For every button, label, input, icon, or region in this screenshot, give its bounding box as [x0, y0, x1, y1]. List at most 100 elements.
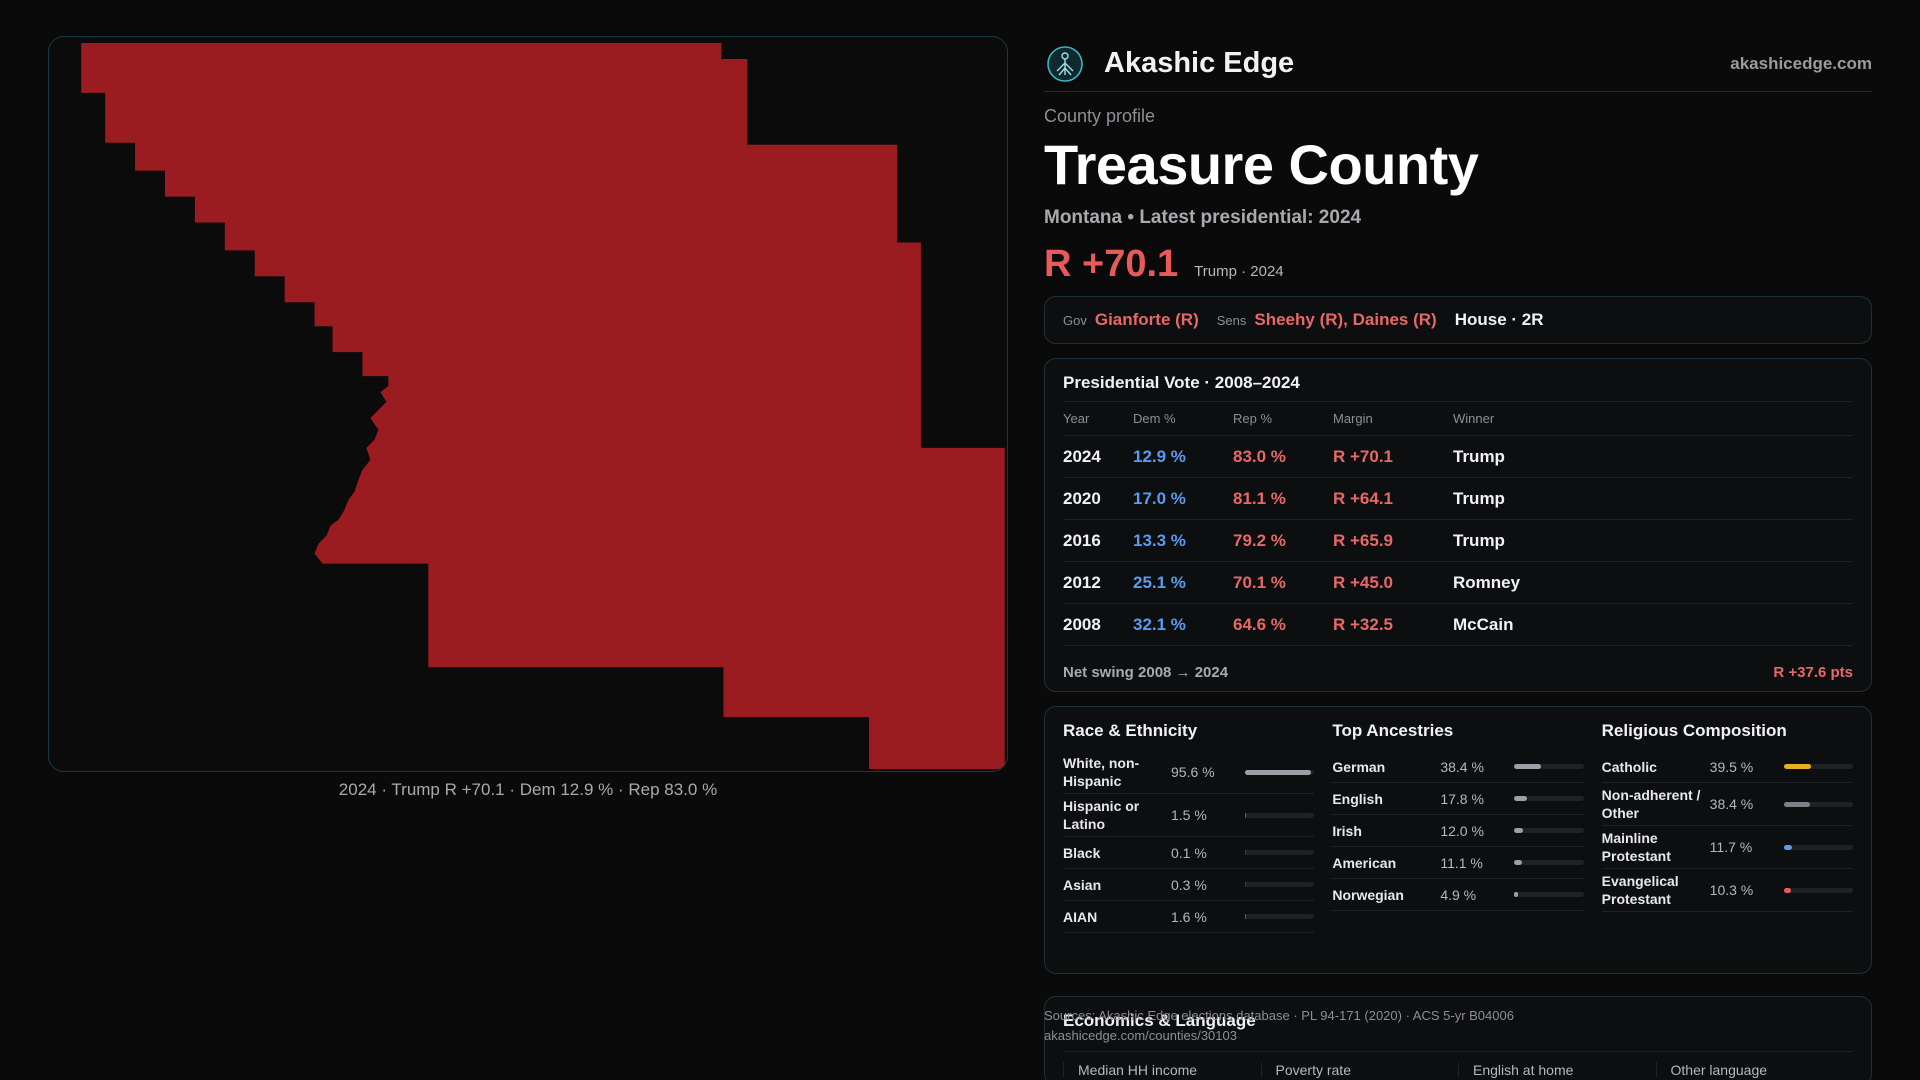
list-item: Asian 0.3 % — [1063, 869, 1315, 901]
item-bar-fill — [1783, 764, 1812, 769]
list-item: AIAN 1.6 % — [1063, 901, 1315, 933]
table-row: 2024 12.9 % 83.0 % R +70.1 Trump — [1063, 435, 1853, 478]
brand-name[interactable]: Akashic Edge — [1104, 47, 1295, 79]
tree-of-life-icon[interactable] — [1046, 45, 1084, 83]
swing-value: R +37.6 pts — [1773, 664, 1853, 681]
item-value: 39.5 % — [1709, 758, 1754, 775]
table-row: 2020 17.0 % 81.1 % R +64.1 Trump — [1063, 477, 1853, 520]
item-bar-fill — [1245, 769, 1312, 775]
item-label: Hispanic or Latino — [1063, 798, 1140, 832]
gov-value: Gianforte (R) — [1094, 310, 1199, 329]
econ-col-poverty: Poverty rate — [1260, 1062, 1459, 1078]
item-value: 11.7 % — [1709, 839, 1753, 855]
net-swing: Net swing 2008 → 2024 R +37.6 pts — [1063, 664, 1853, 681]
list-item: Norwegian 4.9 % — [1332, 879, 1584, 911]
item-bar-fill — [1245, 882, 1247, 887]
table-row: 2012 25.1 % 70.1 % R +45.0 Romney — [1063, 561, 1853, 604]
item-bar-fill — [1245, 850, 1247, 855]
cell-rep: 70.1 % — [1233, 561, 1333, 604]
cell-margin: R +32.5 — [1333, 603, 1453, 646]
list-item: American 11.1 % — [1332, 847, 1584, 879]
county-map — [48, 36, 1008, 772]
item-label: AIAN — [1063, 908, 1098, 925]
cell-dem: 12.9 % — [1133, 435, 1233, 478]
item-value: 12.0 % — [1440, 822, 1484, 839]
item-label: Black — [1063, 844, 1101, 861]
item-bar-fill — [1783, 844, 1792, 850]
item-bar — [1514, 828, 1584, 833]
county-shape — [55, 42, 1005, 770]
econ-col-english: English at home — [1458, 1062, 1656, 1078]
list-item: Mainline Protestant 11.7 % — [1601, 826, 1853, 869]
cell-year: 2008 — [1063, 603, 1133, 646]
cell-year: 2020 — [1063, 477, 1133, 520]
ancestry-list: German 38.4 % English 17.8 % Irish 12.0 % Amer… — [1332, 751, 1584, 911]
officials-bar: Gov Gianforte (R) Sens Sheehy (R), Daine… — [1044, 296, 1872, 344]
cell-margin: R +64.1 — [1333, 477, 1453, 520]
religion-column: Religious Composition Catholic 39.5 % Non-… — [1601, 721, 1853, 973]
table-row: 2008 32.1 % 64.6 % R +32.5 McCain — [1063, 603, 1853, 646]
item-bar-fill — [1514, 828, 1523, 833]
list-item: Evangelical Protestant 10.3 % — [1601, 869, 1853, 912]
cell-margin: R +70.1 — [1333, 435, 1453, 478]
cell-dem: 13.3 % — [1133, 519, 1233, 562]
religion-list: Catholic 39.5 % Non-adherent / Other 38.4 %… — [1601, 751, 1853, 912]
item-bar — [1514, 860, 1584, 865]
item-bar — [1245, 769, 1315, 775]
ancestry-column: Top Ancestries German 38.4 % English 17.8 %… — [1332, 721, 1584, 973]
economics-columns: Median HH income Poverty rate English at… — [1063, 1051, 1853, 1078]
religion-title: Religious Composition — [1601, 721, 1787, 740]
cell-margin: R +45.0 — [1333, 561, 1453, 604]
item-value: 1.6 % — [1171, 908, 1207, 925]
item-value: 0.3 % — [1171, 876, 1207, 893]
winner-year: Trump · 2024 — [1194, 263, 1284, 280]
list-item: Non-adherent / Other 38.4 % — [1601, 783, 1853, 826]
list-item: Irish 12.0 % — [1332, 815, 1584, 847]
page-subtitle: Montana • Latest presidential: 2024 — [1044, 207, 1362, 228]
item-bar — [1514, 764, 1584, 769]
sources-footer: Sources: Akashic Edge elections database… — [1044, 1006, 1514, 1046]
cell-dem: 17.0 % — [1133, 477, 1233, 520]
sens-value: Sheehy (R), Daines (R) — [1254, 310, 1437, 329]
cell-year: 2024 — [1063, 435, 1133, 478]
item-label: English — [1332, 790, 1383, 807]
item-label: Non-adherent / Other — [1601, 787, 1701, 821]
item-bar-fill — [1783, 801, 1811, 807]
presidential-title: Presidential Vote · 2008–2024 — [1063, 373, 1300, 392]
item-bar — [1783, 764, 1853, 769]
item-bar — [1783, 844, 1853, 850]
item-bar — [1245, 850, 1315, 855]
cell-year: 2012 — [1063, 561, 1133, 604]
list-item: German 38.4 % — [1332, 751, 1584, 783]
item-bar-fill — [1514, 764, 1541, 769]
item-label: American — [1332, 854, 1397, 871]
item-bar — [1245, 882, 1315, 887]
brand-domain[interactable]: akashicedge.com — [1730, 53, 1872, 73]
item-value: 1.5 % — [1171, 807, 1207, 823]
presidential-table: Year Dem % Rep % Margin Winner 2024 12.9 … — [1063, 401, 1853, 646]
table-header-row: Year Dem % Rep % Margin Winner — [1063, 401, 1853, 436]
presidential-vote-card: Presidential Vote · 2008–2024 Year Dem %… — [1044, 358, 1872, 692]
item-label: Irish — [1332, 822, 1362, 839]
cell-rep: 64.6 % — [1233, 603, 1333, 646]
cell-winner: Trump — [1453, 477, 1853, 520]
house-value: House · 2R — [1454, 310, 1544, 329]
sens-label: Sens — [1216, 312, 1247, 328]
item-bar — [1783, 801, 1853, 807]
item-value: 95.6 % — [1171, 764, 1215, 780]
item-value: 4.9 % — [1440, 886, 1477, 903]
headline-margin: R +70.1 Trump · 2024 — [1044, 243, 1872, 286]
header-margin: Margin — [1333, 401, 1453, 436]
sources-line: Sources: Akashic Edge elections database… — [1044, 1008, 1514, 1023]
list-item: English 17.8 % — [1332, 783, 1584, 815]
item-bar — [1245, 914, 1315, 919]
item-bar-fill — [1245, 812, 1247, 818]
cell-rep: 81.1 % — [1233, 477, 1333, 520]
header-year: Year — [1063, 401, 1133, 436]
sources-link[interactable]: akashicedge.com/counties/30103 — [1044, 1028, 1237, 1043]
item-bar-fill — [1514, 860, 1523, 865]
race-title: Race & Ethnicity — [1063, 721, 1198, 740]
item-bar — [1783, 887, 1853, 893]
cell-winner: McCain — [1453, 603, 1853, 646]
map-caption: 2024 · Trump R +70.1 · Dem 12.9 % · Rep … — [338, 780, 718, 799]
